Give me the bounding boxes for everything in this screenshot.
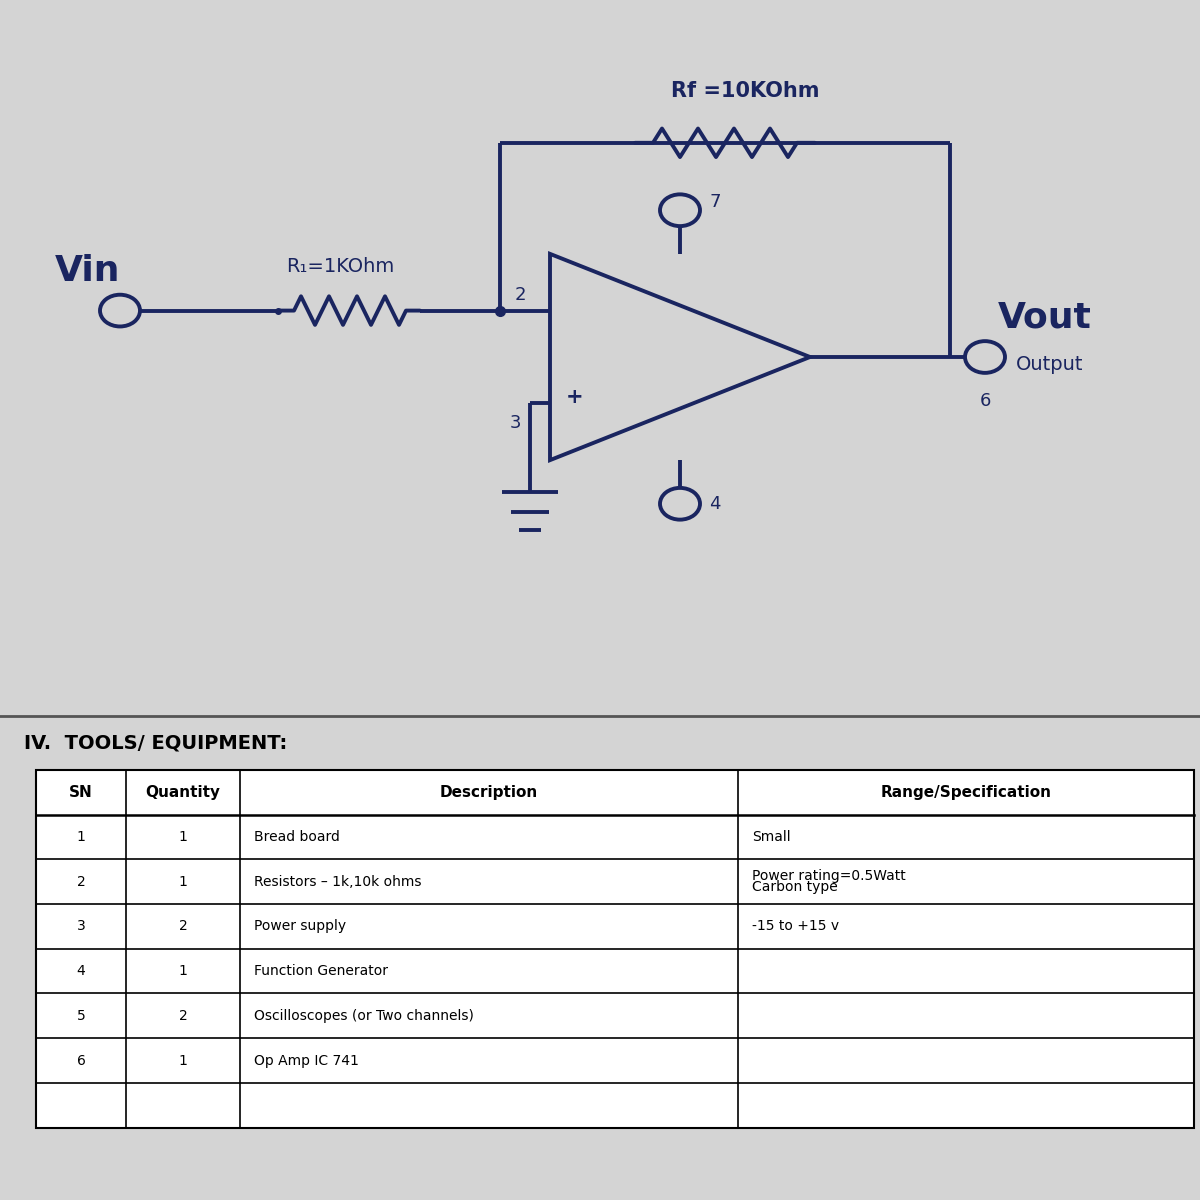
Text: Vout: Vout [998, 300, 1092, 335]
Text: 3: 3 [77, 919, 85, 934]
Text: 6: 6 [979, 391, 991, 409]
Text: 2: 2 [179, 919, 187, 934]
Text: 3: 3 [509, 414, 521, 432]
Text: Quantity: Quantity [145, 785, 221, 799]
Bar [36, 770, 1194, 1128]
Text: 4: 4 [709, 494, 721, 512]
Text: 1: 1 [179, 964, 187, 978]
Text: -15 to +15 v: -15 to +15 v [752, 919, 840, 934]
Text: 2: 2 [515, 286, 526, 304]
Text: Small: Small [752, 830, 791, 844]
Text: 1: 1 [179, 830, 187, 844]
Text: +: + [566, 388, 584, 407]
Text: IV.  TOOLS/ EQUIPMENT:: IV. TOOLS/ EQUIPMENT: [24, 733, 287, 752]
Text: Description: Description [440, 785, 538, 799]
Text: Output: Output [1016, 355, 1084, 374]
Text: 1: 1 [179, 875, 187, 889]
Text: Op Amp IC 741: Op Amp IC 741 [254, 1054, 359, 1068]
Text: 4: 4 [77, 964, 85, 978]
Text: Rf =10KOhm: Rf =10KOhm [671, 82, 820, 101]
Text: SN: SN [70, 785, 92, 799]
Text: 7: 7 [709, 193, 721, 211]
Text: 1: 1 [77, 830, 85, 844]
Text: 2: 2 [179, 1009, 187, 1022]
Text: Power supply: Power supply [254, 919, 347, 934]
Text: 6: 6 [77, 1054, 85, 1068]
Text: Carbon type: Carbon type [752, 880, 838, 894]
Text: Oscilloscopes (or Two channels): Oscilloscopes (or Two channels) [254, 1009, 474, 1022]
Text: 1: 1 [179, 1054, 187, 1068]
Text: R₁=1KOhm: R₁=1KOhm [286, 258, 394, 276]
Text: Bread board: Bread board [254, 830, 341, 844]
Text: 2: 2 [77, 875, 85, 889]
Text: Resistors – 1k,10k ohms: Resistors – 1k,10k ohms [254, 875, 422, 889]
Text: 5: 5 [77, 1009, 85, 1022]
Text: Power rating=0.5Watt: Power rating=0.5Watt [752, 869, 906, 883]
Text: Range/Specification: Range/Specification [881, 785, 1051, 799]
Text: Function Generator: Function Generator [254, 964, 389, 978]
Text: Vin: Vin [55, 254, 120, 288]
